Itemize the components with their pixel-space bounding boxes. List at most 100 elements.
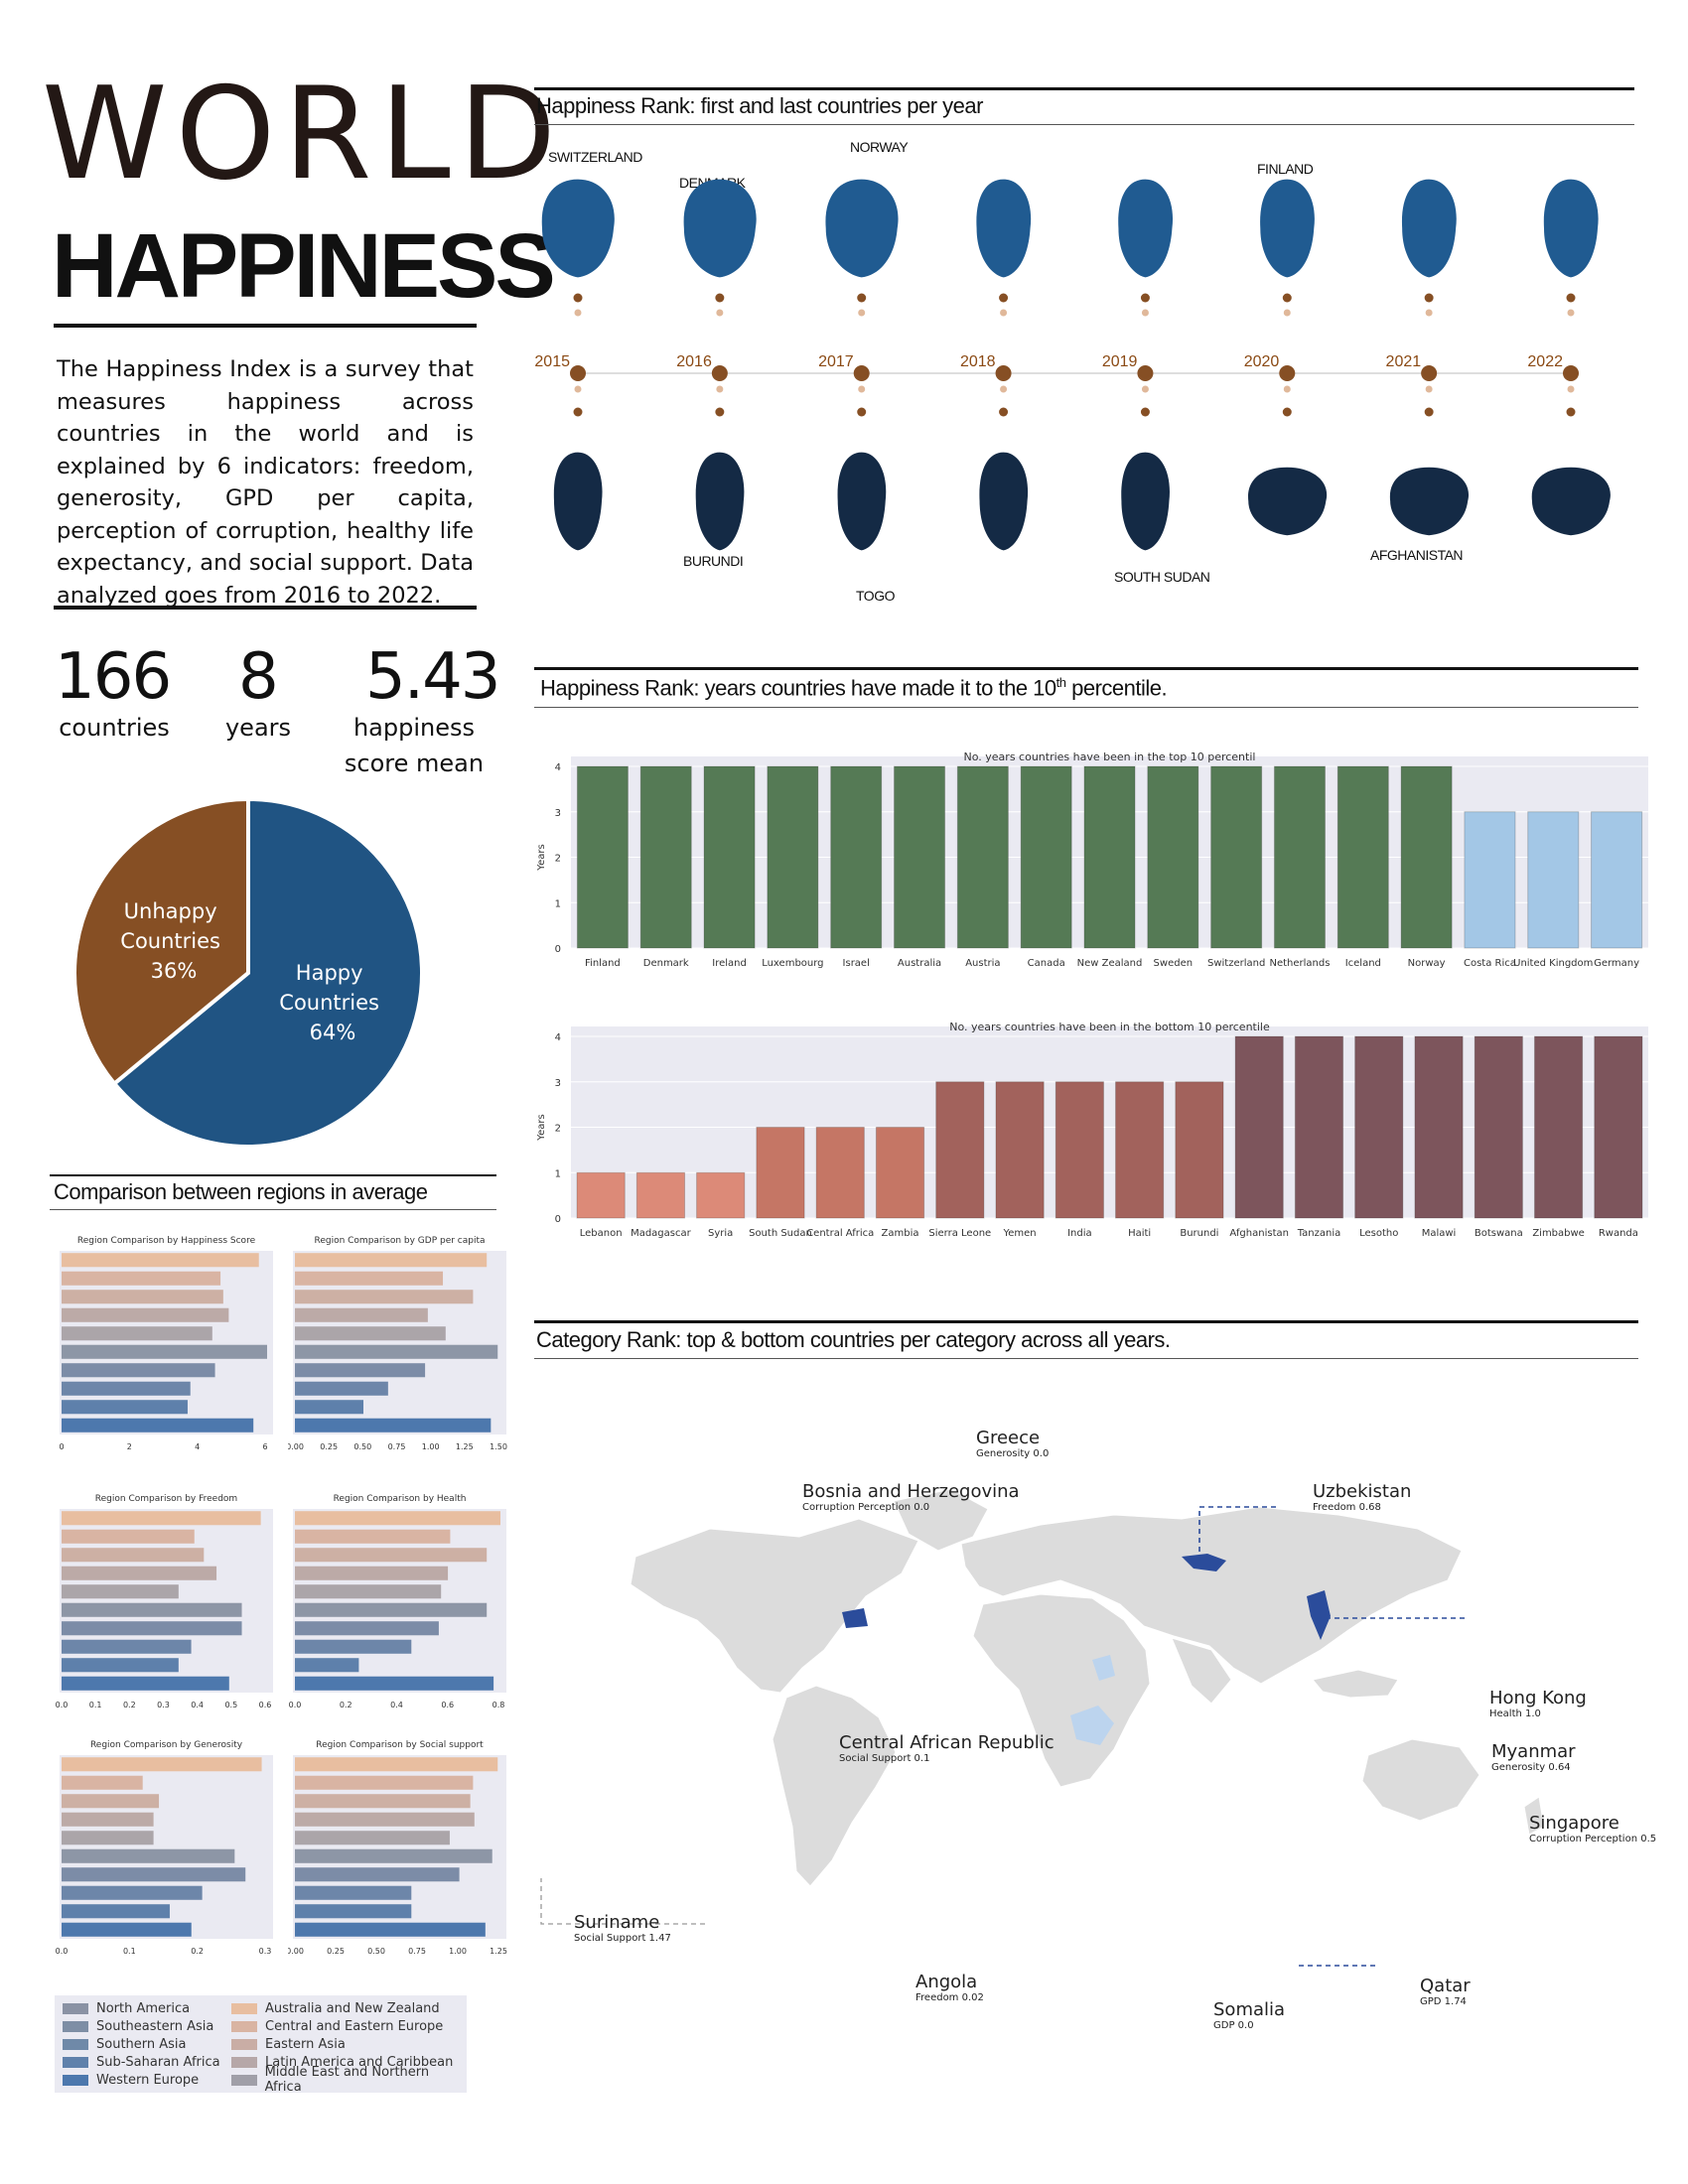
bar [295,1831,450,1845]
bar [62,1363,215,1378]
bar [62,1757,262,1772]
timeline-year: 2017 [818,353,854,370]
x-tick-label: 0.00 [288,1947,304,1956]
bar [295,1775,474,1790]
legend-swatch [63,2020,88,2032]
legend-swatch [63,2056,88,2068]
chart-title: No. years countries have been in the bot… [949,1021,1270,1033]
legend-item: Western Europe [63,2071,220,2089]
bottom-country-shape [553,452,603,551]
x-tick-label: Netherlands [1269,958,1330,969]
map-label-value: Freedom 0.02 [915,1992,984,2003]
region-comparison-chart: Region Comparison by Freedom 0.0 0.1 0.2 0.3… [56,1494,273,1709]
legend-item: Central and Eastern Europe [231,2017,467,2035]
legend-item: Southeastern Asia [63,2017,220,2035]
stat-years-label: years [224,714,292,742]
label-afghanistan: AFGHANISTAN [1370,547,1464,563]
bar [1273,765,1326,949]
timeline-graphic: 2015 2016 2017 2018 2019 2020 2021 2022 [534,179,1611,551]
x-tick-label: 0.1 [89,1701,102,1709]
y-tick-label: 0 [555,944,561,955]
bar [295,1848,492,1863]
map-label-value: GDP 0.0 [1213,2020,1254,2031]
label-south-sudan: SOUTH SUDAN [1114,569,1210,585]
region-comparison-chart: Region Comparison by GDP per capita 0.00 0… [288,1236,507,1451]
x-tick-label: Luxembourg [762,958,823,969]
bar [1055,1081,1104,1219]
timeline-year: 2022 [1527,353,1563,370]
legend-swatch [231,2038,257,2050]
legend-column: North America Southeastern Asia Southern A… [63,1999,220,2089]
bar [1175,1081,1224,1219]
x-tick-label: 1.25 [490,1947,507,1956]
divider [54,324,477,328]
x-tick-label: 0 [59,1442,64,1451]
label-switzerland: SWITZERLAND [548,149,642,165]
bar [62,1676,229,1691]
timeline-node: 2017 [818,179,899,551]
x-tick-label: Central Africa [806,1228,874,1239]
bar [62,1794,160,1809]
bar [1533,1035,1584,1219]
x-tick-label: 0.6 [259,1701,272,1709]
region-comparison-chart: Region Comparison by Generosity 0.0 0.1 0.2… [56,1740,273,1956]
x-tick-label: Yemen [1002,1228,1036,1239]
bar [62,1904,170,1919]
region-section-title: Comparison between regions in average [54,1179,428,1204]
bar [62,1621,242,1636]
divider [534,87,1634,90]
bar [295,1794,471,1809]
percentile-section-title: Happiness Rank: years countries have mad… [540,675,1168,701]
bottom-country-shape [837,452,887,551]
bar [62,1307,229,1322]
y-tick-label: 2 [555,854,561,865]
bar [639,765,692,949]
y-tick-label: 4 [555,762,561,773]
x-tick-label: 0.4 [390,1701,403,1709]
x-tick-label: Iceland [1345,958,1381,969]
bar [295,1904,412,1919]
chart-title: Region Comparison by Social support [316,1740,484,1750]
bar [295,1922,486,1937]
bar [62,1639,192,1654]
top-country-shape [825,179,899,278]
bar [62,1831,154,1845]
chart-title: Region Comparison by Health [334,1494,467,1504]
bar [1115,1081,1165,1219]
pie-slice-happy [111,796,424,1149]
legend-item: Eastern Asia [231,2035,467,2053]
divider [50,1209,496,1210]
bar [1336,765,1389,949]
divider [54,606,477,610]
map-label: Uzbekistan Freedom 0.68 [1313,1481,1411,1513]
top-country-shape [683,179,757,278]
bar [1294,1035,1344,1219]
bar [1354,1035,1404,1219]
map-label-country: Somalia [1213,1999,1286,2020]
stat-mean-label: happiness score mean [340,710,489,781]
x-tick-label: 2 [127,1442,132,1451]
x-tick-label: 0.8 [492,1701,505,1709]
x-tick-label: 0.2 [123,1701,136,1709]
legend-label: Central and Eastern Europe [265,2018,444,2034]
y-tick-label: 1 [555,1168,561,1179]
x-tick-label: 0.4 [191,1701,204,1709]
stat-countries-label: countries [59,714,170,742]
plot-background [571,1026,1648,1218]
x-tick-label: 0.25 [327,1947,345,1956]
x-tick-label: Burundi [1180,1228,1218,1239]
x-tick-label: 0.0 [56,1701,69,1709]
y-axis-label: Years [536,1114,547,1141]
bar [295,1307,428,1322]
stat-mean-label-line2: score mean [344,750,485,777]
bar [1147,765,1199,949]
map-label: Central African Republic Social Support 0… [839,1732,1055,1764]
top-country-shape [1260,179,1315,278]
bar [62,1658,179,1673]
map-label-country: Uzbekistan [1313,1481,1412,1502]
y-tick-label: 0 [555,1214,561,1225]
bottom-country-shape [1531,467,1611,536]
bar [1527,811,1580,949]
map-label: Greece Generosity 0.0 [976,1428,1049,1459]
bar [295,1344,498,1359]
